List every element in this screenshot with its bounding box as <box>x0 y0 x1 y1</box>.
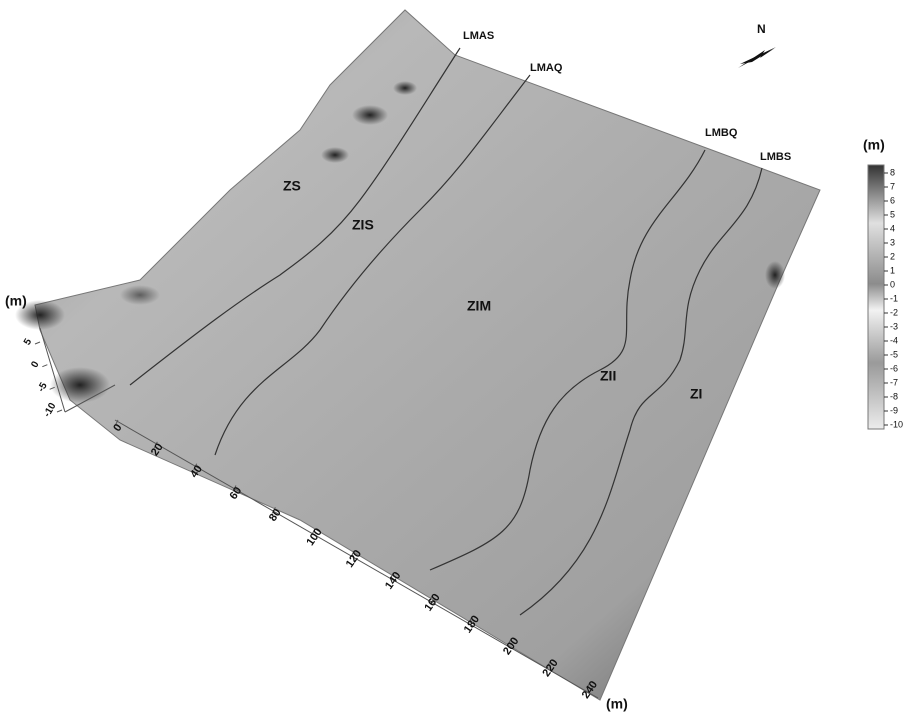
zone-label: ZIS <box>352 217 374 233</box>
z-tick-label: -10 <box>42 401 59 419</box>
x-axis-label: (m) <box>606 696 628 712</box>
line-label: LMBQ <box>705 127 738 139</box>
z-axis-label: (m) <box>5 293 27 309</box>
zone-label: ZS <box>283 178 301 194</box>
colorbar-tick-label: -1 <box>890 293 898 303</box>
colorbar-tick-label: -7 <box>890 377 898 387</box>
colorbar-tick-label: 1 <box>890 265 895 275</box>
z-tick-label: 5 <box>22 337 35 348</box>
colorbar-tick-label: -9 <box>890 405 898 415</box>
colorbar-title: (m) <box>863 137 885 153</box>
colorbar-tick-label: -2 <box>890 307 898 317</box>
colorbar-tick-label: 8 <box>890 167 895 177</box>
chart: N (m) (m) (m) LMAS LMAQ LMBQ LMBS ZS ZIS ZIM ZI… <box>0 0 923 717</box>
colorbar <box>868 165 884 429</box>
north-label: N <box>757 22 766 36</box>
z-tick <box>35 342 40 344</box>
colorbar-tick-label: -10 <box>890 419 903 429</box>
zone-label: ZI <box>690 386 702 402</box>
colorbar-tick-label: 5 <box>890 209 895 219</box>
z-tick-label: 0 <box>29 359 42 370</box>
zone-label: ZII <box>600 368 616 384</box>
z-tick <box>42 365 47 367</box>
z-tick <box>57 410 62 412</box>
zone-label: ZIM <box>467 298 491 314</box>
line-label: LMBS <box>760 151 791 163</box>
colorbar-tick-label: 2 <box>890 251 895 261</box>
colorbar-tick-label: -3 <box>890 321 898 331</box>
colorbar-tick-label: 4 <box>890 223 895 233</box>
z-tick-label: -5 <box>36 380 50 394</box>
line-label: LMAS <box>463 30 494 42</box>
colorbar-tick-label: 0 <box>890 279 895 289</box>
colorbar-tick-label: 3 <box>890 237 895 247</box>
colorbar-tick-label: -4 <box>890 335 898 345</box>
colorbar-tick-label: -6 <box>890 363 898 373</box>
line-label: LMAQ <box>530 62 563 74</box>
colorbar-tick-label: -5 <box>890 349 898 359</box>
colorbar-tick-label: 7 <box>890 181 895 191</box>
colorbar-tick-label: 6 <box>890 195 895 205</box>
north-arrow <box>738 47 776 68</box>
surface <box>15 10 820 700</box>
colorbar-tick-label: -8 <box>890 391 898 401</box>
